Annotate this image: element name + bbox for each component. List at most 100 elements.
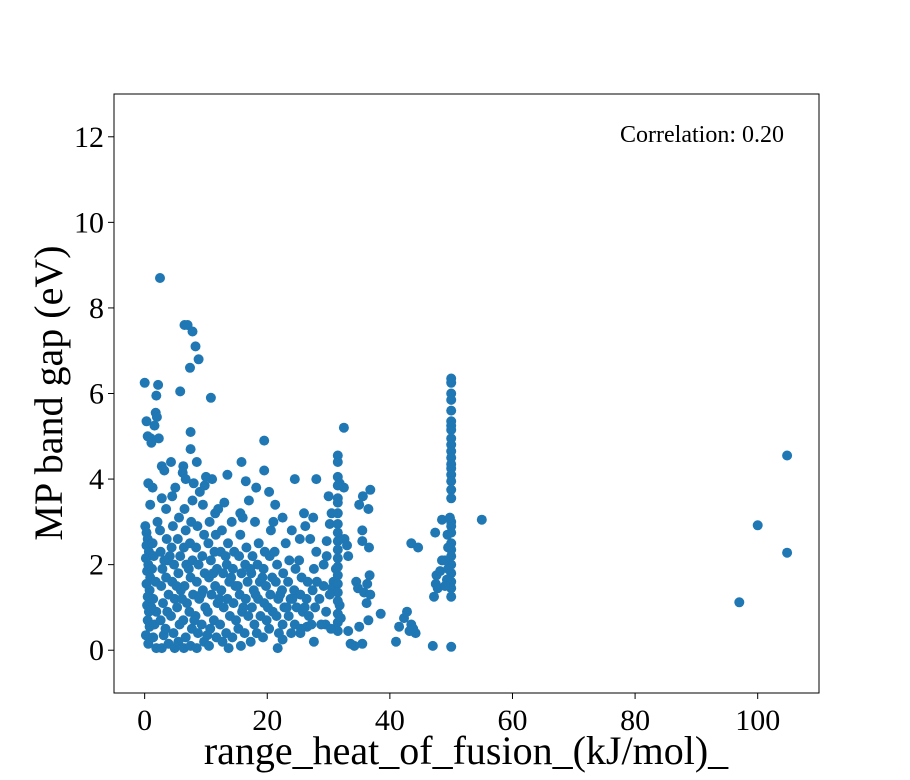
data-point	[321, 551, 332, 562]
data-point	[156, 581, 167, 591]
data-point	[440, 581, 450, 591]
data-point	[265, 589, 276, 600]
data-point	[290, 563, 301, 574]
data-point	[286, 525, 297, 536]
data-point	[302, 576, 313, 587]
data-point	[172, 602, 183, 613]
data-point	[391, 636, 401, 647]
data-point	[357, 536, 368, 547]
data-point	[157, 563, 168, 574]
data-point	[168, 628, 179, 639]
data-point	[364, 570, 375, 581]
data-point	[189, 615, 200, 626]
y-tick-label: 2	[89, 549, 104, 582]
y-tick-label: 8	[89, 292, 104, 325]
data-point	[217, 636, 228, 647]
data-point	[175, 551, 186, 562]
data-point	[258, 563, 269, 574]
y-tick-label: 10	[74, 206, 104, 239]
data-point	[446, 493, 457, 504]
data-point	[234, 551, 245, 562]
data-point	[446, 394, 457, 405]
data-point	[332, 457, 343, 467]
data-point	[171, 581, 182, 591]
data-point	[782, 450, 793, 461]
data-point	[193, 559, 204, 570]
data-point	[215, 619, 226, 630]
data-point	[196, 619, 207, 630]
data-point	[343, 626, 354, 636]
data-point	[197, 551, 208, 562]
data-point	[196, 589, 207, 600]
data-point	[446, 641, 457, 652]
data-point	[321, 536, 332, 547]
data-point	[179, 504, 190, 514]
data-point	[375, 608, 386, 619]
data-point	[281, 602, 292, 613]
data-point	[275, 589, 286, 600]
x-tick-label: 40	[375, 704, 405, 737]
data-point	[446, 424, 457, 435]
data-point	[172, 534, 183, 544]
data-point	[308, 512, 319, 523]
data-point	[332, 608, 343, 619]
data-point	[147, 538, 158, 549]
data-point	[446, 484, 457, 495]
x-axis-ticks: 0 20 40 60 80 100	[137, 693, 780, 737]
data-point	[191, 457, 202, 467]
data-point	[223, 538, 233, 549]
data-point	[187, 495, 198, 506]
data-point	[280, 538, 291, 549]
data-point	[148, 593, 159, 604]
data-point	[206, 589, 217, 600]
data-point	[365, 484, 376, 495]
data-point	[155, 615, 166, 626]
data-point	[166, 542, 177, 553]
data-point	[218, 568, 229, 579]
data-point	[241, 542, 252, 553]
y-tick-label: 12	[74, 121, 104, 154]
data-point	[332, 508, 343, 519]
data-point	[201, 471, 211, 482]
data-point	[227, 632, 238, 643]
data-point	[153, 379, 164, 390]
data-point	[203, 538, 214, 549]
data-point	[193, 628, 203, 639]
data-point	[220, 551, 231, 562]
data-point	[155, 546, 166, 557]
data-point	[296, 623, 306, 634]
data-point	[440, 555, 450, 566]
data-point	[242, 576, 253, 587]
data-point	[204, 640, 214, 651]
data-point	[202, 606, 213, 617]
data-point	[148, 632, 159, 643]
data-point	[332, 587, 343, 598]
data-point	[226, 572, 237, 583]
data-point	[151, 412, 162, 422]
data-point	[205, 392, 216, 403]
data-point	[283, 576, 294, 587]
data-point	[191, 542, 202, 553]
data-point	[174, 512, 184, 523]
data-point	[178, 615, 189, 626]
correlation-annotation: Correlation: 0.20	[620, 122, 784, 148]
data-point	[146, 437, 157, 448]
data-point	[240, 476, 251, 487]
data-point	[179, 581, 190, 591]
data-point	[324, 589, 335, 600]
data-point	[287, 593, 298, 604]
data-point	[286, 628, 297, 639]
data-point	[147, 482, 158, 493]
data-point	[294, 534, 305, 544]
data-point	[259, 465, 270, 476]
data-point	[228, 598, 239, 609]
data-point	[156, 493, 167, 504]
data-point	[257, 572, 268, 583]
data-point	[227, 563, 238, 574]
data-point	[427, 640, 438, 651]
data-point	[152, 516, 163, 527]
data-point	[191, 576, 202, 587]
data-point	[192, 521, 203, 532]
data-point	[214, 593, 225, 604]
data-point	[283, 611, 294, 621]
